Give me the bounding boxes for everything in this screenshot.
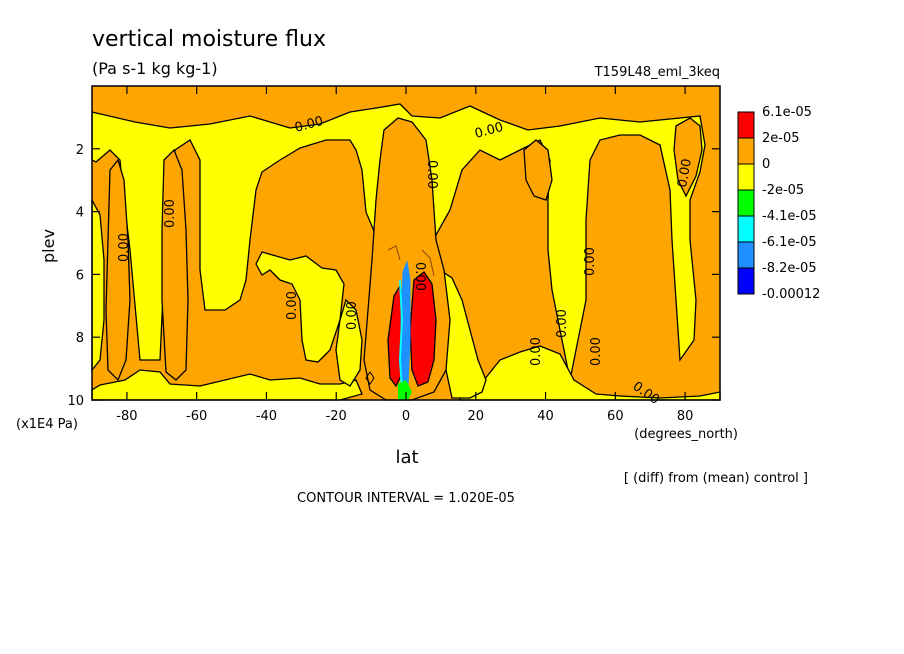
legend-label: -4.1e-05 [762,209,817,224]
equatorial-red-right [409,271,437,387]
orange-band-right-lobe [523,139,553,201]
x-axis-label: lat [395,447,418,468]
small-diamond-contour [365,371,375,385]
legend-label: -2e-05 [762,183,804,198]
orange-band-left-column [105,158,131,382]
y-tick-label: 4 [76,206,84,221]
contour-label: 0.00 [163,199,178,228]
x-tick-label: 60 [607,409,624,424]
contour-label: 0.00 [345,301,360,330]
x-tick-label: 0 [402,409,410,424]
orange-band-upper-right [673,117,703,198]
y-axis: 2 4 6 8 10 [67,143,720,409]
contour-label: 0.00 [117,233,132,262]
contour-label: 0.00 [589,337,604,366]
orange-bands [105,117,703,382]
contour-label: 0.00 [293,114,325,136]
y-axis-units: (x1E4 Pa) [16,417,78,432]
equatorial-thin-contour [387,245,435,277]
legend-swatch [737,163,755,191]
contour-label: 0.00 [285,291,300,320]
legend-swatch [737,137,755,165]
legend-swatch [737,189,755,217]
equatorial-green-base [398,380,412,400]
contour-label: 0.00 [529,337,544,366]
legend-label: -6.1e-05 [762,235,817,250]
contour-interval: CONTOUR INTERVAL = 1.020E-05 [297,491,515,506]
contour-label: 0.00 [412,262,427,291]
x-tick-label: 40 [537,409,554,424]
contour-label: 0.00 [424,160,439,189]
contour-labels: 0.00 0.00 0.00 0.00 0.00 0.00 0.00 0.00 … [117,114,695,408]
y-tick-label: 6 [76,268,84,283]
orange-band-sh-column [161,148,189,381]
legend-label: 0 [762,157,770,172]
legend-swatch [737,111,755,139]
legend-swatch [737,267,755,295]
y-tick-label: 8 [76,331,84,346]
legend-swatch [737,215,755,243]
legend-label: -0.00012 [762,287,820,302]
footer-note: [ (diff) from (mean) control ] [624,471,808,486]
x-axis: -80 -60 -40 -20 0 20 40 60 80 [116,86,693,424]
legend-label: 2e-05 [762,131,800,146]
x-tick-label: -60 [186,409,207,424]
contour-label: 0.00 [583,247,598,276]
contour-label: 0.00 [675,158,695,189]
run-label: T159L48_eml_3keq [594,65,720,80]
legend-label: -8.2e-05 [762,261,817,276]
contour-label: 0.00 [555,309,570,338]
legend-label: 6.1e-05 [762,105,812,120]
plot-area: 0.00 0.00 0.00 0.00 0.00 0.00 0.00 0.00 … [91,85,721,408]
x-axis-units: (degrees_north) [634,427,738,442]
chart-title: vertical moisture flux [92,27,326,52]
x-tick-label: -40 [256,409,277,424]
x-tick-label: 80 [677,409,694,424]
x-tick-label: -80 [116,409,137,424]
equatorial-structure [363,117,451,401]
yellow-region-mid-left [255,251,345,363]
equatorial-cyan-edge [398,279,404,391]
contour-label: 0.00 [473,120,505,142]
x-tick-label: -20 [326,409,347,424]
legend-swatch [737,241,755,269]
yellow-region-equator-left [335,298,363,387]
y-tick-label: 2 [76,143,84,158]
y-tick-label: 10 [67,394,84,409]
legend: 6.1e-05 2e-05 0 -2e-05 -4.1e-05 -6.1e-05 -8.2e… [737,105,820,302]
chart-units: (Pa s-1 kg kg-1) [92,59,218,78]
x-tick-label: 20 [468,409,485,424]
y-axis-label: plev [39,229,58,263]
